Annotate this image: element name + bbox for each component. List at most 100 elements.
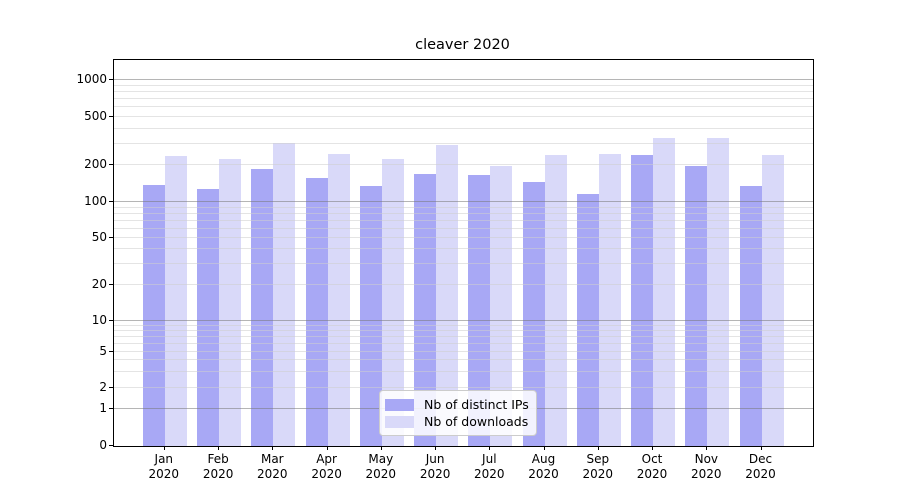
y-axis-tick-mark [109,79,113,80]
x-axis-tick-mark [218,446,220,450]
gridline [114,370,813,372]
legend-swatch-downloads-icon [385,415,414,428]
bar-distinct-ips [522,181,545,446]
legend-item-distinct-ips: Nb of distinct IPs [385,396,529,413]
bar-downloads [490,166,513,446]
x-axis-tick-label: Apr 2020 [311,452,342,481]
x-axis-tick-mark [489,446,491,450]
y-axis-tick-label: 1000 [76,72,107,86]
x-axis-tick-label: Feb 2020 [202,452,234,481]
x-axis-tick-mark [652,446,653,450]
x-axis-tick-label: Jan 2020 [148,452,180,481]
y-axis-tick-mark [109,320,113,321]
y-axis-tick-mark [109,350,113,352]
gridline [114,248,813,250]
legend-label-distinct-ips: Nb of distinct IPs [424,397,529,412]
y-axis-tick-label: 2 [99,380,107,394]
x-axis-tick-mark [326,446,328,450]
bar-distinct-ips [739,185,762,446]
y-axis-tick-mark [109,164,113,165]
x-axis-tick-mark [380,446,382,450]
gridline [114,127,813,129]
legend: Nb of distinct IPs Nb of downloads [379,390,537,436]
gridline [114,219,813,221]
bar-downloads [598,154,621,446]
bar-distinct-ips [142,184,165,446]
gridline [114,206,813,208]
x-axis-tick-mark [760,446,762,450]
y-axis-tick-label: 500 [84,109,107,123]
x-axis-tick-mark [435,446,437,450]
bar-downloads [219,159,241,446]
x-axis-tick-label: Nov 2020 [691,452,722,481]
plot-area [113,59,814,447]
gridline [114,237,813,238]
gridline [114,79,813,80]
gridline [114,387,813,388]
legend-swatch-distinct-ips-icon [385,398,414,411]
chart-title: cleaver 2020 [415,37,510,53]
x-axis-tick-label: Oct 2020 [636,452,668,481]
bar-downloads [544,154,567,446]
bar-distinct-ips [305,177,328,446]
bar-distinct-ips [251,168,274,446]
y-axis-tick-label: 100 [84,194,107,208]
y-axis-tick-mark [109,237,113,238]
y-axis-tick-label: 50 [91,230,107,244]
x-axis-tick-label: May 2020 [365,452,397,481]
gridline [114,116,813,117]
x-axis-tick-label: Dec 2020 [745,452,776,481]
gridlines-over-layer [114,60,813,446]
bar-downloads [273,142,296,446]
x-axis-tick-label: Jun 2020 [419,452,451,481]
x-axis-tick-mark [543,446,545,450]
bar-distinct-ips [685,165,708,446]
gridline [114,201,813,202]
bar-downloads [327,153,350,446]
x-axis-tick-mark [272,446,274,450]
gridline [114,324,813,326]
y-axis-tick-mark [109,201,113,202]
legend-label-downloads: Nb of downloads [424,414,529,429]
x-axis-tick-mark [706,446,708,450]
gridline [114,284,813,285]
bar-distinct-ips [359,185,382,446]
bar-distinct-ips [414,174,437,446]
y-axis-tick-mark [109,407,113,409]
bar-downloads [707,137,730,446]
gridline [114,212,813,214]
gridline [114,350,813,352]
x-axis-tick-mark [597,446,599,450]
gridline [114,227,813,229]
y-axis-tick-mark [109,116,113,117]
gridline [114,359,813,361]
gridline [114,84,813,86]
y-axis-tick-label: 200 [84,157,107,171]
bar-distinct-ips [197,188,219,446]
gridline [114,320,813,321]
y-axis-tick-label: 0 [99,438,107,452]
y-axis-tick-label: 10 [91,313,107,327]
y-axis-tick-mark [109,284,113,285]
y-axis-tick-mark [109,387,113,388]
y-axis-tick-label: 5 [99,343,107,358]
x-axis-tick-label: Sep 2020 [582,452,614,481]
y-axis-tick-mark [109,445,113,446]
gridline [114,106,813,108]
y-axis-tick-label: 1 [99,400,107,415]
bar-downloads [381,159,404,446]
x-axis-tick-label: Jul 2020 [474,452,505,481]
legend-item-downloads: Nb of downloads [385,413,529,430]
gridline [114,342,813,344]
bar-distinct-ips [468,174,491,446]
gridline [114,142,813,144]
gridline [114,335,813,337]
gridline [114,90,813,92]
gridline [114,329,813,331]
bar-downloads [653,138,675,446]
x-axis-tick-label: Aug 2020 [528,452,559,481]
gridline [114,263,813,265]
gridline [114,98,813,99]
x-axis-tick-mark [163,446,165,450]
